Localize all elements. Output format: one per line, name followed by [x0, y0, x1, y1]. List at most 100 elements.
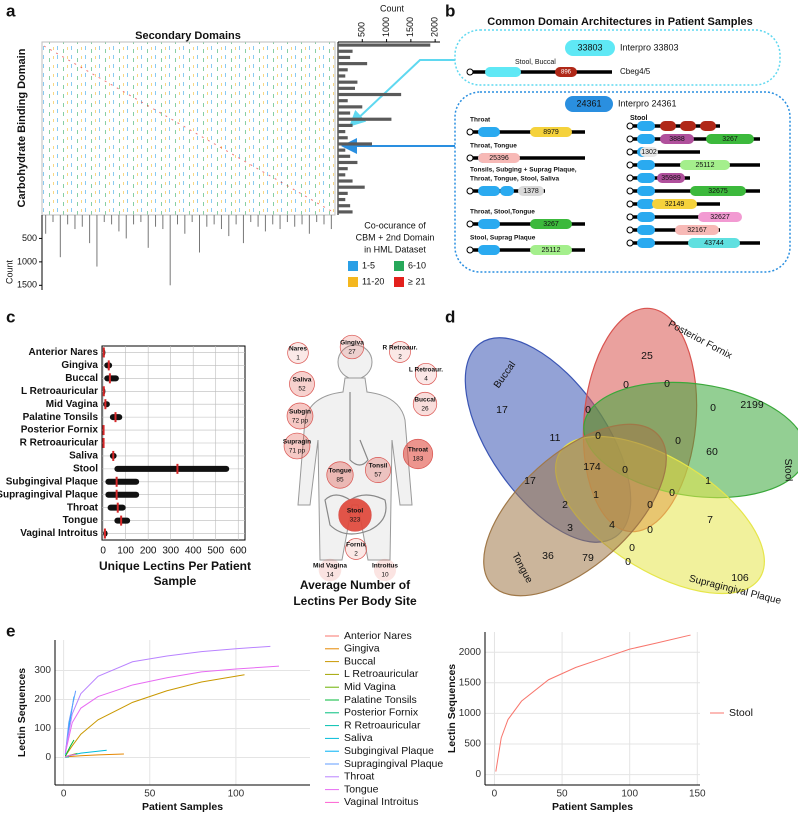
- domain: [637, 121, 655, 131]
- range: [114, 465, 230, 472]
- domain: [688, 238, 740, 248]
- domain-label: 32627: [710, 214, 730, 221]
- hist-bar: [338, 197, 346, 202]
- domain-label: 25112: [696, 162, 715, 169]
- y-tick-label: 1500: [459, 677, 482, 688]
- site-name: Stool: [347, 508, 363, 515]
- y-tick-label: 100: [34, 723, 51, 734]
- legend-swatch: [394, 277, 404, 287]
- hist-bar: [338, 62, 368, 66]
- site-name: Subgin: [289, 409, 311, 416]
- panel-label: b: [445, 1, 455, 20]
- x-tick-label: 50: [144, 789, 156, 800]
- protein-start: [466, 187, 474, 195]
- series-line: [65, 753, 124, 758]
- site-bubble: [326, 461, 354, 489]
- legend-label: Supragingival Plaque: [344, 758, 443, 770]
- site-value: 14: [326, 572, 334, 579]
- site-name: Throat: [408, 447, 429, 454]
- site-value: 57: [374, 472, 382, 479]
- venn-count: 0: [664, 378, 670, 390]
- domain: [637, 199, 655, 209]
- hist-bar: [338, 185, 365, 189]
- hist-bar: [338, 68, 348, 72]
- site-name: Fornix: [346, 542, 366, 549]
- y-axis-label: Lectin Sequences: [16, 668, 28, 757]
- venn-count: 1: [705, 475, 711, 487]
- hist-bar: [338, 167, 348, 171]
- domain: [500, 186, 514, 196]
- domain: [660, 134, 694, 144]
- protein-start: [626, 122, 634, 130]
- domain: [700, 121, 716, 131]
- tick-label: 500: [22, 233, 37, 243]
- legend-title: Co-ocurance of: [364, 220, 426, 230]
- venn-count: 7: [707, 514, 713, 526]
- architecture-sites: Stool, Suprag Plaque: [470, 235, 536, 242]
- venn-count: 17: [524, 475, 536, 487]
- y-axis-label: Lectin Sequences: [446, 664, 458, 753]
- panel-a-title: Secondary Domains: [135, 30, 241, 42]
- y-tick-label: 0: [45, 752, 51, 763]
- domain: [660, 121, 676, 131]
- hist-bar: [338, 99, 348, 103]
- x-tick-label: 100: [621, 789, 638, 800]
- venn-count: 0: [622, 464, 628, 476]
- hist-bar: [338, 191, 348, 195]
- legend-label: Saliva: [344, 732, 373, 744]
- site-bubble: [318, 558, 342, 582]
- site-value: 183: [413, 456, 424, 463]
- domain: [478, 219, 500, 229]
- venn-count: 25: [641, 350, 653, 362]
- legend-label: Subgingival Plaque: [344, 745, 434, 757]
- hist-bar: [338, 49, 353, 53]
- site-name: Tonsil: [369, 463, 388, 470]
- y-tick-label: 200: [34, 694, 51, 705]
- x-tick-label: 400: [185, 546, 202, 557]
- site-name: Supragin: [283, 439, 311, 446]
- protein-start: [626, 135, 634, 143]
- category-label: R Retroauricular: [20, 438, 98, 449]
- domain: [478, 153, 520, 163]
- protein-start: [626, 213, 634, 221]
- category-label: Posterior Fornix: [21, 425, 99, 436]
- site-value: 1: [296, 355, 300, 362]
- body-organs: [324, 392, 387, 535]
- site-value: 26: [421, 406, 429, 413]
- domain-label: 32675: [708, 188, 728, 195]
- domain: [698, 212, 742, 222]
- site-bubble: [345, 538, 367, 560]
- hist-bar: [338, 210, 353, 214]
- x-axis-label: Patient Samples: [142, 801, 223, 813]
- hist-bar: [338, 43, 431, 47]
- tick-label: 2000: [430, 17, 440, 37]
- hist-bar: [338, 154, 351, 158]
- domain-label: 35989: [661, 175, 681, 182]
- x-tick-label: 0: [100, 546, 106, 557]
- protein-start: [626, 174, 634, 182]
- hist-bar: [338, 173, 346, 177]
- series-line: [495, 634, 691, 772]
- legend-label: 1-5: [362, 260, 375, 270]
- domain-label: 1378: [523, 188, 539, 195]
- venn-count: 60: [706, 446, 718, 458]
- category-label: Gingiva: [61, 360, 98, 371]
- category-label: L Retroauricular: [21, 386, 98, 397]
- domain: [637, 134, 655, 144]
- domain-label: 1302: [641, 149, 657, 156]
- protein-start: [626, 187, 634, 195]
- venn-count: 3: [567, 522, 573, 534]
- arrow: [349, 59, 455, 127]
- site-value: 27: [348, 349, 356, 356]
- site-value: 10: [381, 572, 389, 579]
- domain: [706, 134, 754, 144]
- venn-count: 4: [609, 519, 615, 531]
- panel-b-title: Common Domain Architectures in Patient S…: [487, 16, 752, 28]
- x-tick-label: 100: [228, 789, 245, 800]
- x-tick-label: 100: [117, 546, 134, 557]
- x-tick-label: 600: [230, 546, 247, 557]
- legend-swatch: [348, 277, 358, 287]
- legend-label: ≥ 21: [408, 276, 425, 286]
- body-caption: Average Number of: [300, 578, 411, 592]
- venn-count: 0: [623, 379, 629, 391]
